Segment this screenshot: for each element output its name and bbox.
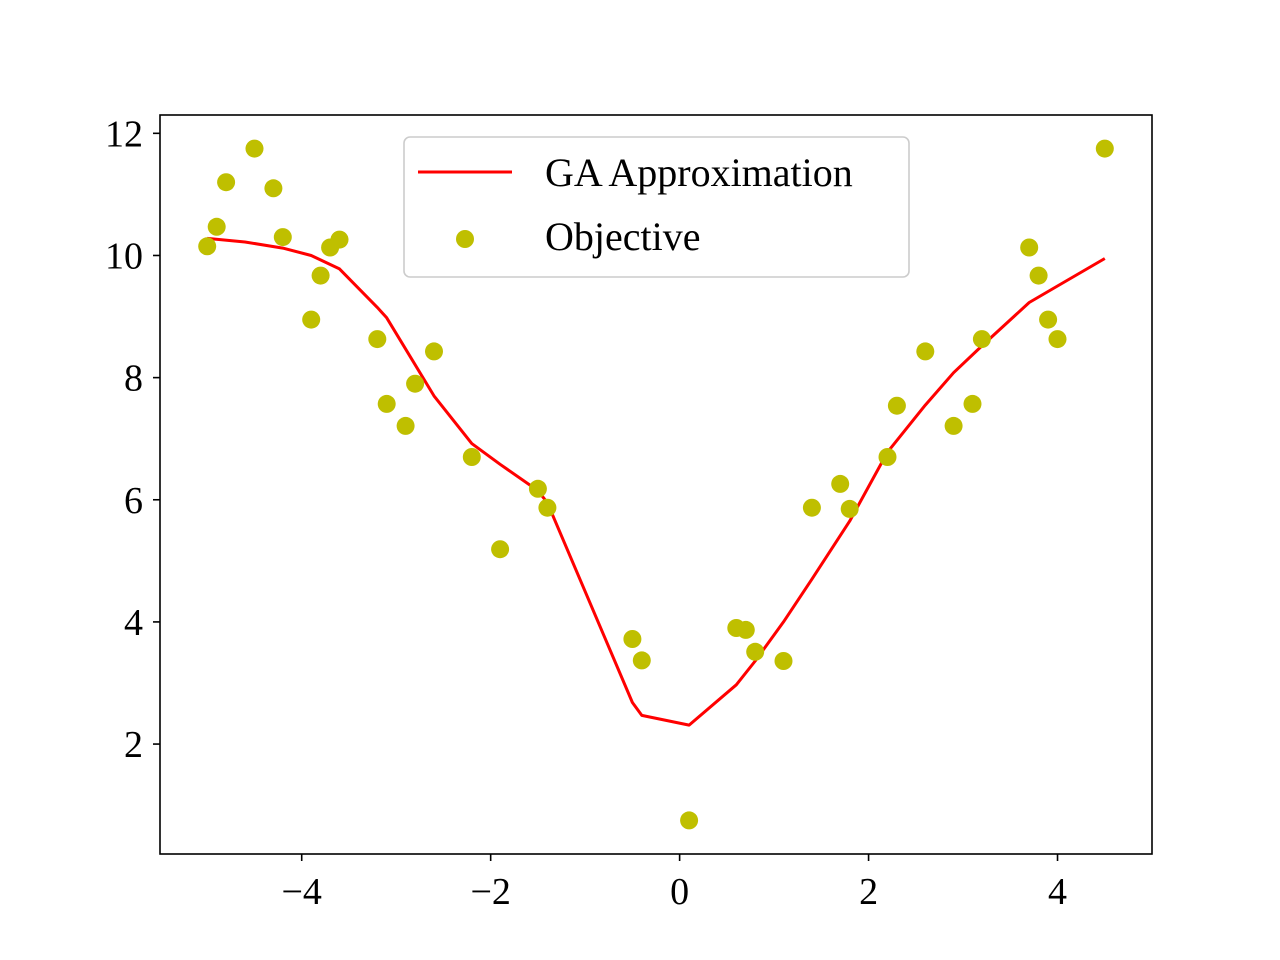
data-point-objective	[916, 342, 935, 361]
axes-frame	[159, 114, 1153, 855]
data-point-objective	[396, 416, 415, 435]
data-point-objective	[1039, 310, 1058, 329]
data-point-objective	[736, 620, 755, 639]
data-point-objective	[972, 330, 991, 349]
data-point-objective	[774, 652, 793, 670]
y-tick-label: 12	[105, 113, 143, 155]
y-tick-label: 4	[124, 602, 143, 644]
data-point-objective	[377, 394, 396, 413]
data-point-objective	[462, 448, 481, 466]
data-point-objective	[330, 230, 349, 249]
data-point-objective	[746, 642, 765, 661]
data-point-objective	[1095, 139, 1114, 158]
legend-label-ga-approximation: GA Approximation	[545, 150, 853, 195]
x-tick-label: 2	[859, 871, 878, 913]
data-point-objective	[217, 173, 236, 192]
data-point-objective	[623, 630, 642, 648]
data-point-objective	[878, 448, 897, 466]
data-point-objective	[632, 651, 651, 670]
data-point-objective	[302, 310, 321, 329]
data-point-objective	[491, 540, 510, 559]
legend-marker-swatch	[456, 230, 474, 248]
data-point-objective	[963, 394, 982, 413]
data-point-objective	[802, 498, 821, 517]
data-point-objective	[840, 499, 859, 518]
data-point-objective	[528, 479, 547, 498]
legend: GA Approximation Objective	[403, 136, 910, 278]
data-point-objective	[198, 237, 217, 256]
data-point-objective	[944, 416, 963, 435]
data-point-objective	[1029, 266, 1048, 285]
x-tick-label: −2	[470, 871, 510, 913]
data-point-objective	[264, 179, 283, 198]
data-point-objective	[680, 811, 699, 830]
x-tick-label: −4	[281, 871, 321, 913]
data-point-objective	[1048, 330, 1067, 349]
data-point-objective	[311, 266, 330, 285]
data-point-objective	[538, 498, 557, 517]
data-point-objective	[1020, 238, 1039, 257]
data-point-objective	[245, 139, 264, 158]
y-tick-label: 6	[124, 480, 143, 522]
series-line-ga-approximation	[207, 236, 1106, 727]
data-point-objective	[406, 374, 425, 393]
x-tick-label: 0	[670, 871, 689, 913]
data-point-objective	[273, 228, 292, 247]
y-tick-label: 8	[124, 358, 143, 400]
y-tick-label: 10	[105, 235, 143, 277]
x-tick-label: 4	[1048, 871, 1067, 913]
data-point-objective	[425, 342, 443, 361]
data-point-objective	[831, 474, 850, 493]
data-layer	[198, 139, 1114, 830]
y-tick-label: 2	[124, 724, 143, 766]
data-point-objective	[207, 217, 226, 236]
legend-box	[403, 136, 910, 278]
data-point-objective	[368, 330, 387, 349]
legend-label-objective: Objective	[545, 214, 701, 259]
tick-layer: −4 −2 0 2 4 2 4 6 8 10 12	[105, 113, 1067, 913]
data-point-objective	[887, 396, 906, 415]
